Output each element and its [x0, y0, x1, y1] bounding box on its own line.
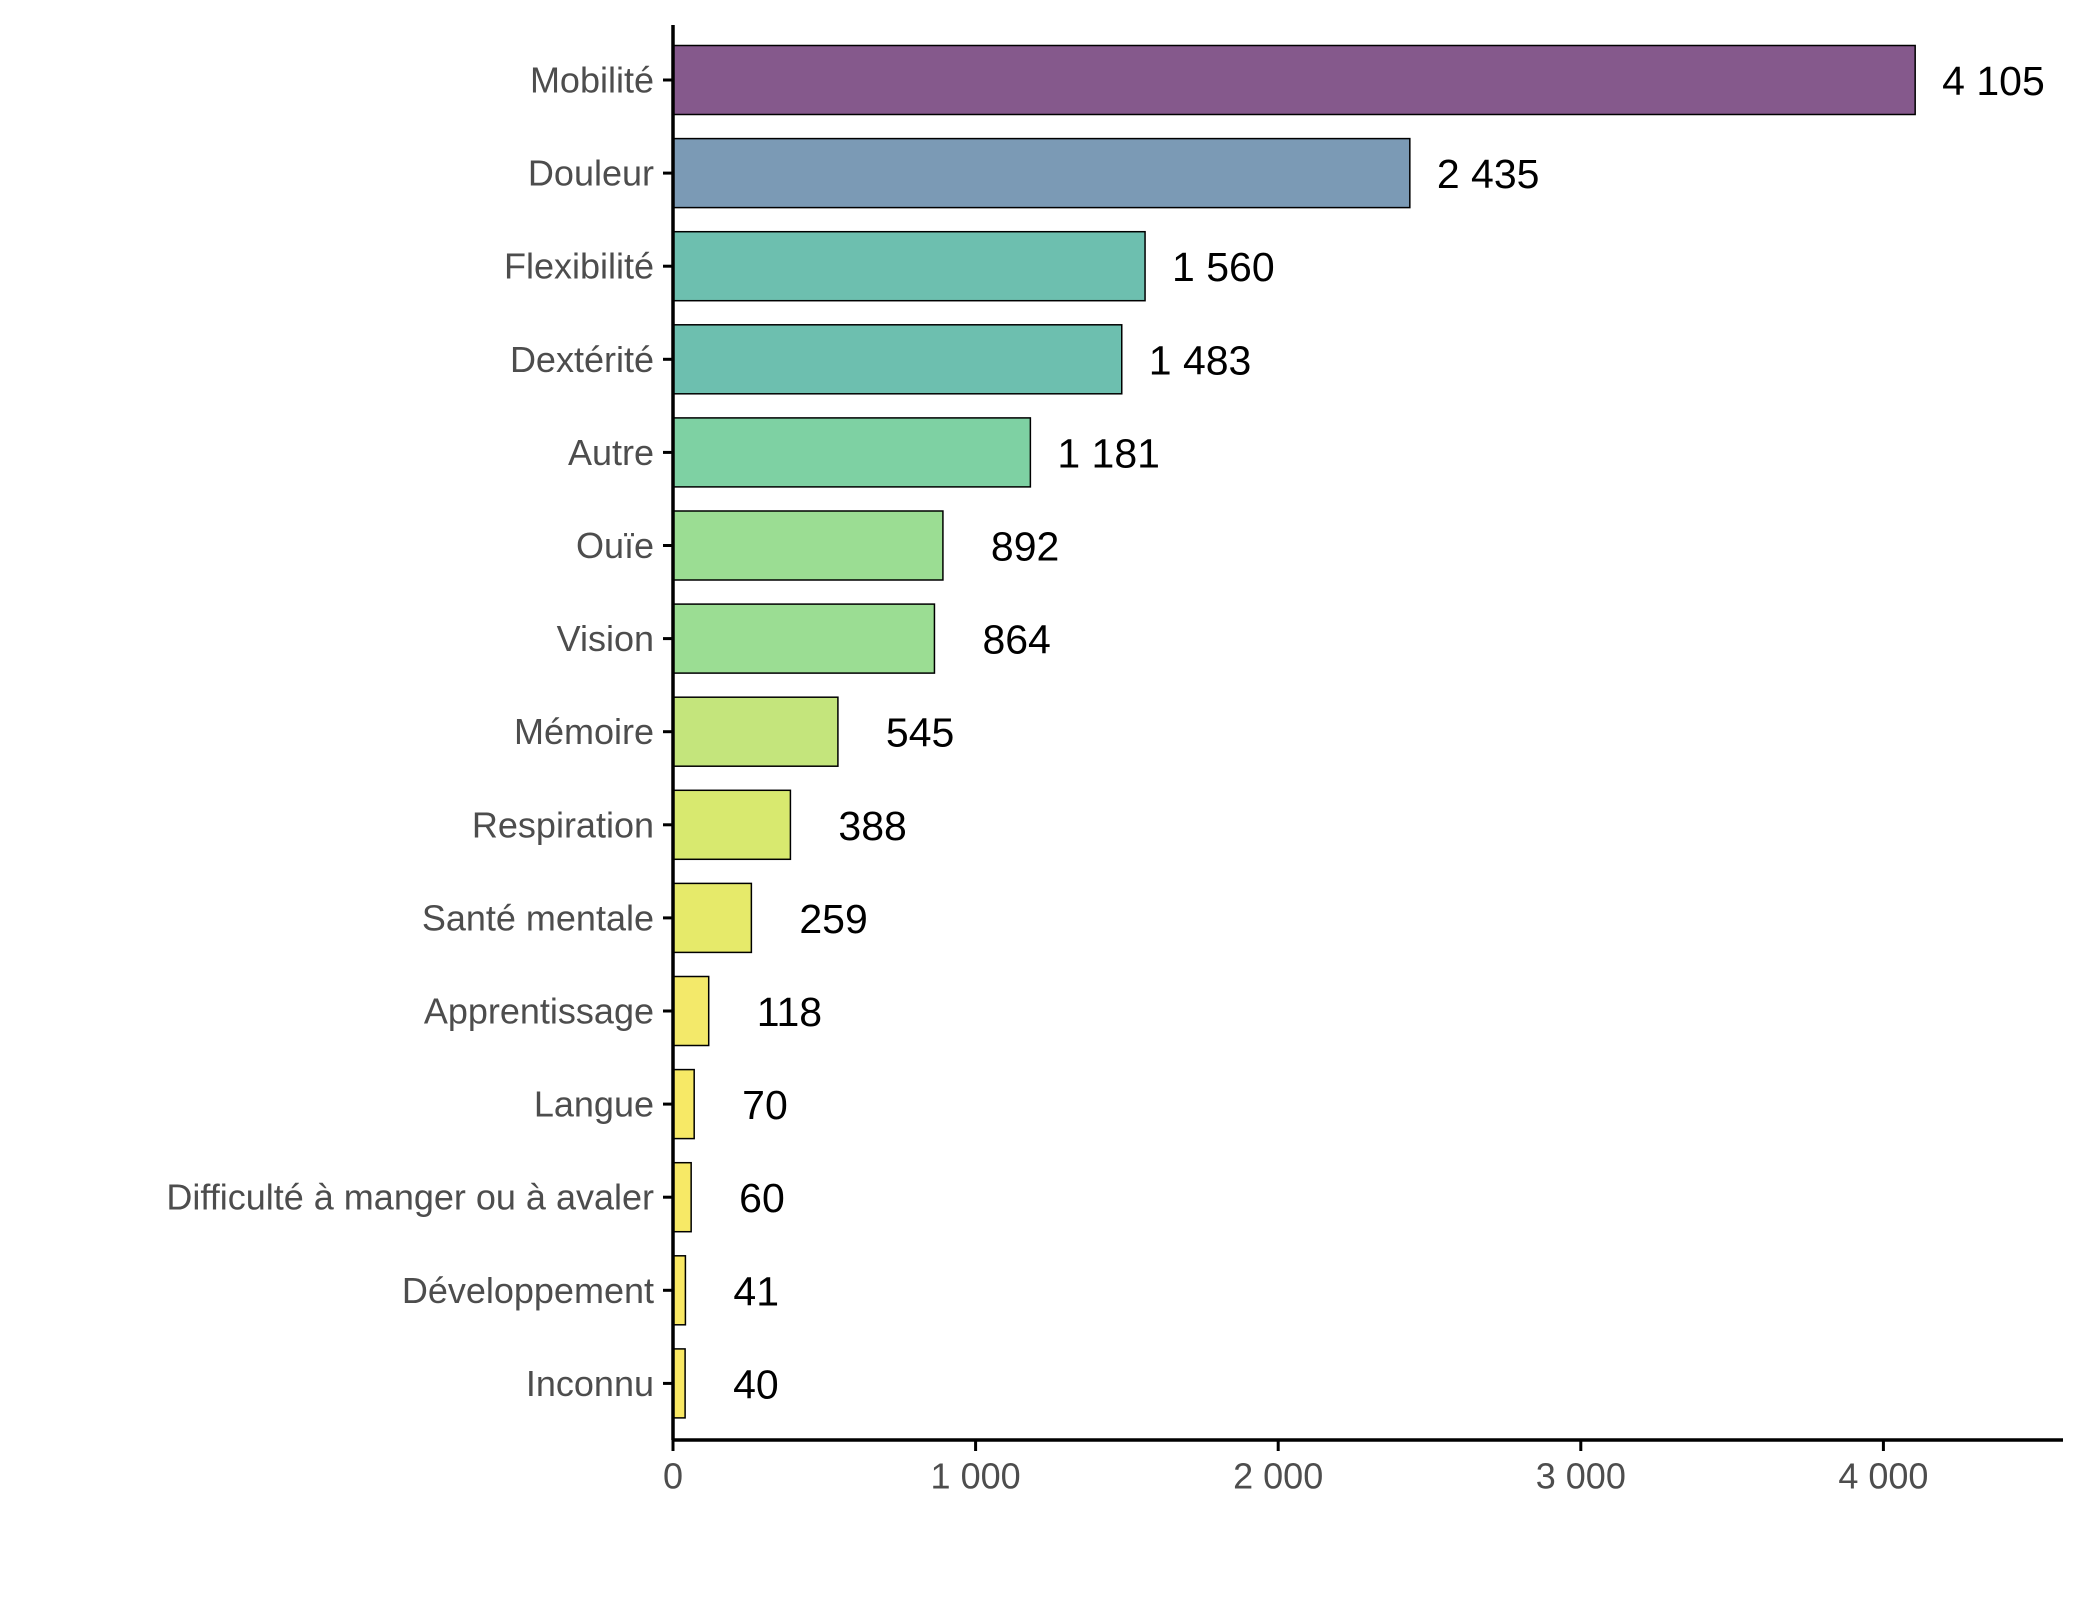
value-label-13: 41: [733, 1268, 779, 1314]
x-tick-label-1: 1 000: [931, 1456, 1021, 1497]
x-tick-label-3: 3 000: [1536, 1456, 1626, 1497]
value-label-0: 4 105: [1942, 58, 2045, 104]
category-label-12: Difficulté à manger ou à avaler: [166, 1177, 654, 1218]
axes-layer: 0 1 000 2 000 3 000 4 000: [663, 25, 2063, 1497]
category-label-10: Apprentissage: [424, 991, 654, 1032]
category-label-7: Mémoire: [514, 711, 654, 752]
bar-6: [672, 603, 936, 674]
bar-12: [672, 1161, 692, 1233]
bar-7: [672, 696, 839, 767]
value-label-10: 118: [757, 989, 822, 1035]
value-label-7: 545: [886, 710, 954, 756]
category-label-3: Dextérité: [510, 339, 654, 380]
bar-5: [672, 510, 944, 581]
bar-14: [672, 1348, 686, 1419]
value-label-3: 1 483: [1149, 337, 1252, 383]
category-label-8: Respiration: [472, 804, 654, 845]
value-label-8: 388: [838, 803, 906, 849]
value-label-2: 1 560: [1172, 244, 1275, 290]
category-label-11: Langue: [534, 1084, 654, 1125]
value-label-5: 892: [991, 524, 1059, 570]
value-label-1: 2 435: [1437, 151, 1540, 197]
bar-11: [672, 1068, 695, 1140]
bar-4: [672, 417, 1032, 488]
bar-3: [672, 324, 1123, 395]
category-label-0: Mobilité: [530, 60, 654, 101]
category-label-13: Développement: [402, 1270, 654, 1311]
value-label-14: 40: [733, 1361, 779, 1407]
category-label-4: Autre: [568, 432, 654, 473]
bar-9: [672, 882, 753, 954]
bar-0: [672, 44, 1916, 116]
x-tick-label-2: 2 000: [1233, 1456, 1323, 1497]
x-tick-label-4: 4 000: [1838, 1456, 1928, 1497]
bar-13: [672, 1255, 687, 1326]
category-label-1: Douleur: [528, 153, 654, 194]
labels-layer: Mobilité 4 105 Douleur 2 435 Flexibilité 1 56…: [166, 58, 2044, 1407]
value-label-6: 864: [982, 617, 1050, 663]
value-label-9: 259: [799, 896, 867, 942]
bars-layer: [672, 44, 1916, 1419]
value-label-4: 1 181: [1057, 430, 1160, 476]
value-label-11: 70: [742, 1082, 788, 1128]
bar-2: [672, 230, 1146, 302]
category-label-5: Ouïe: [576, 525, 654, 566]
category-label-6: Vision: [557, 618, 654, 659]
category-label-14: Inconnu: [526, 1363, 654, 1404]
category-label-2: Flexibilité: [504, 246, 654, 287]
category-label-9: Santé mentale: [422, 897, 654, 938]
value-label-12: 60: [739, 1175, 785, 1221]
bar-8: [672, 789, 792, 861]
x-tick-label-0: 0: [663, 1456, 683, 1497]
bar-10: [672, 975, 710, 1047]
bar-1: [672, 137, 1411, 209]
